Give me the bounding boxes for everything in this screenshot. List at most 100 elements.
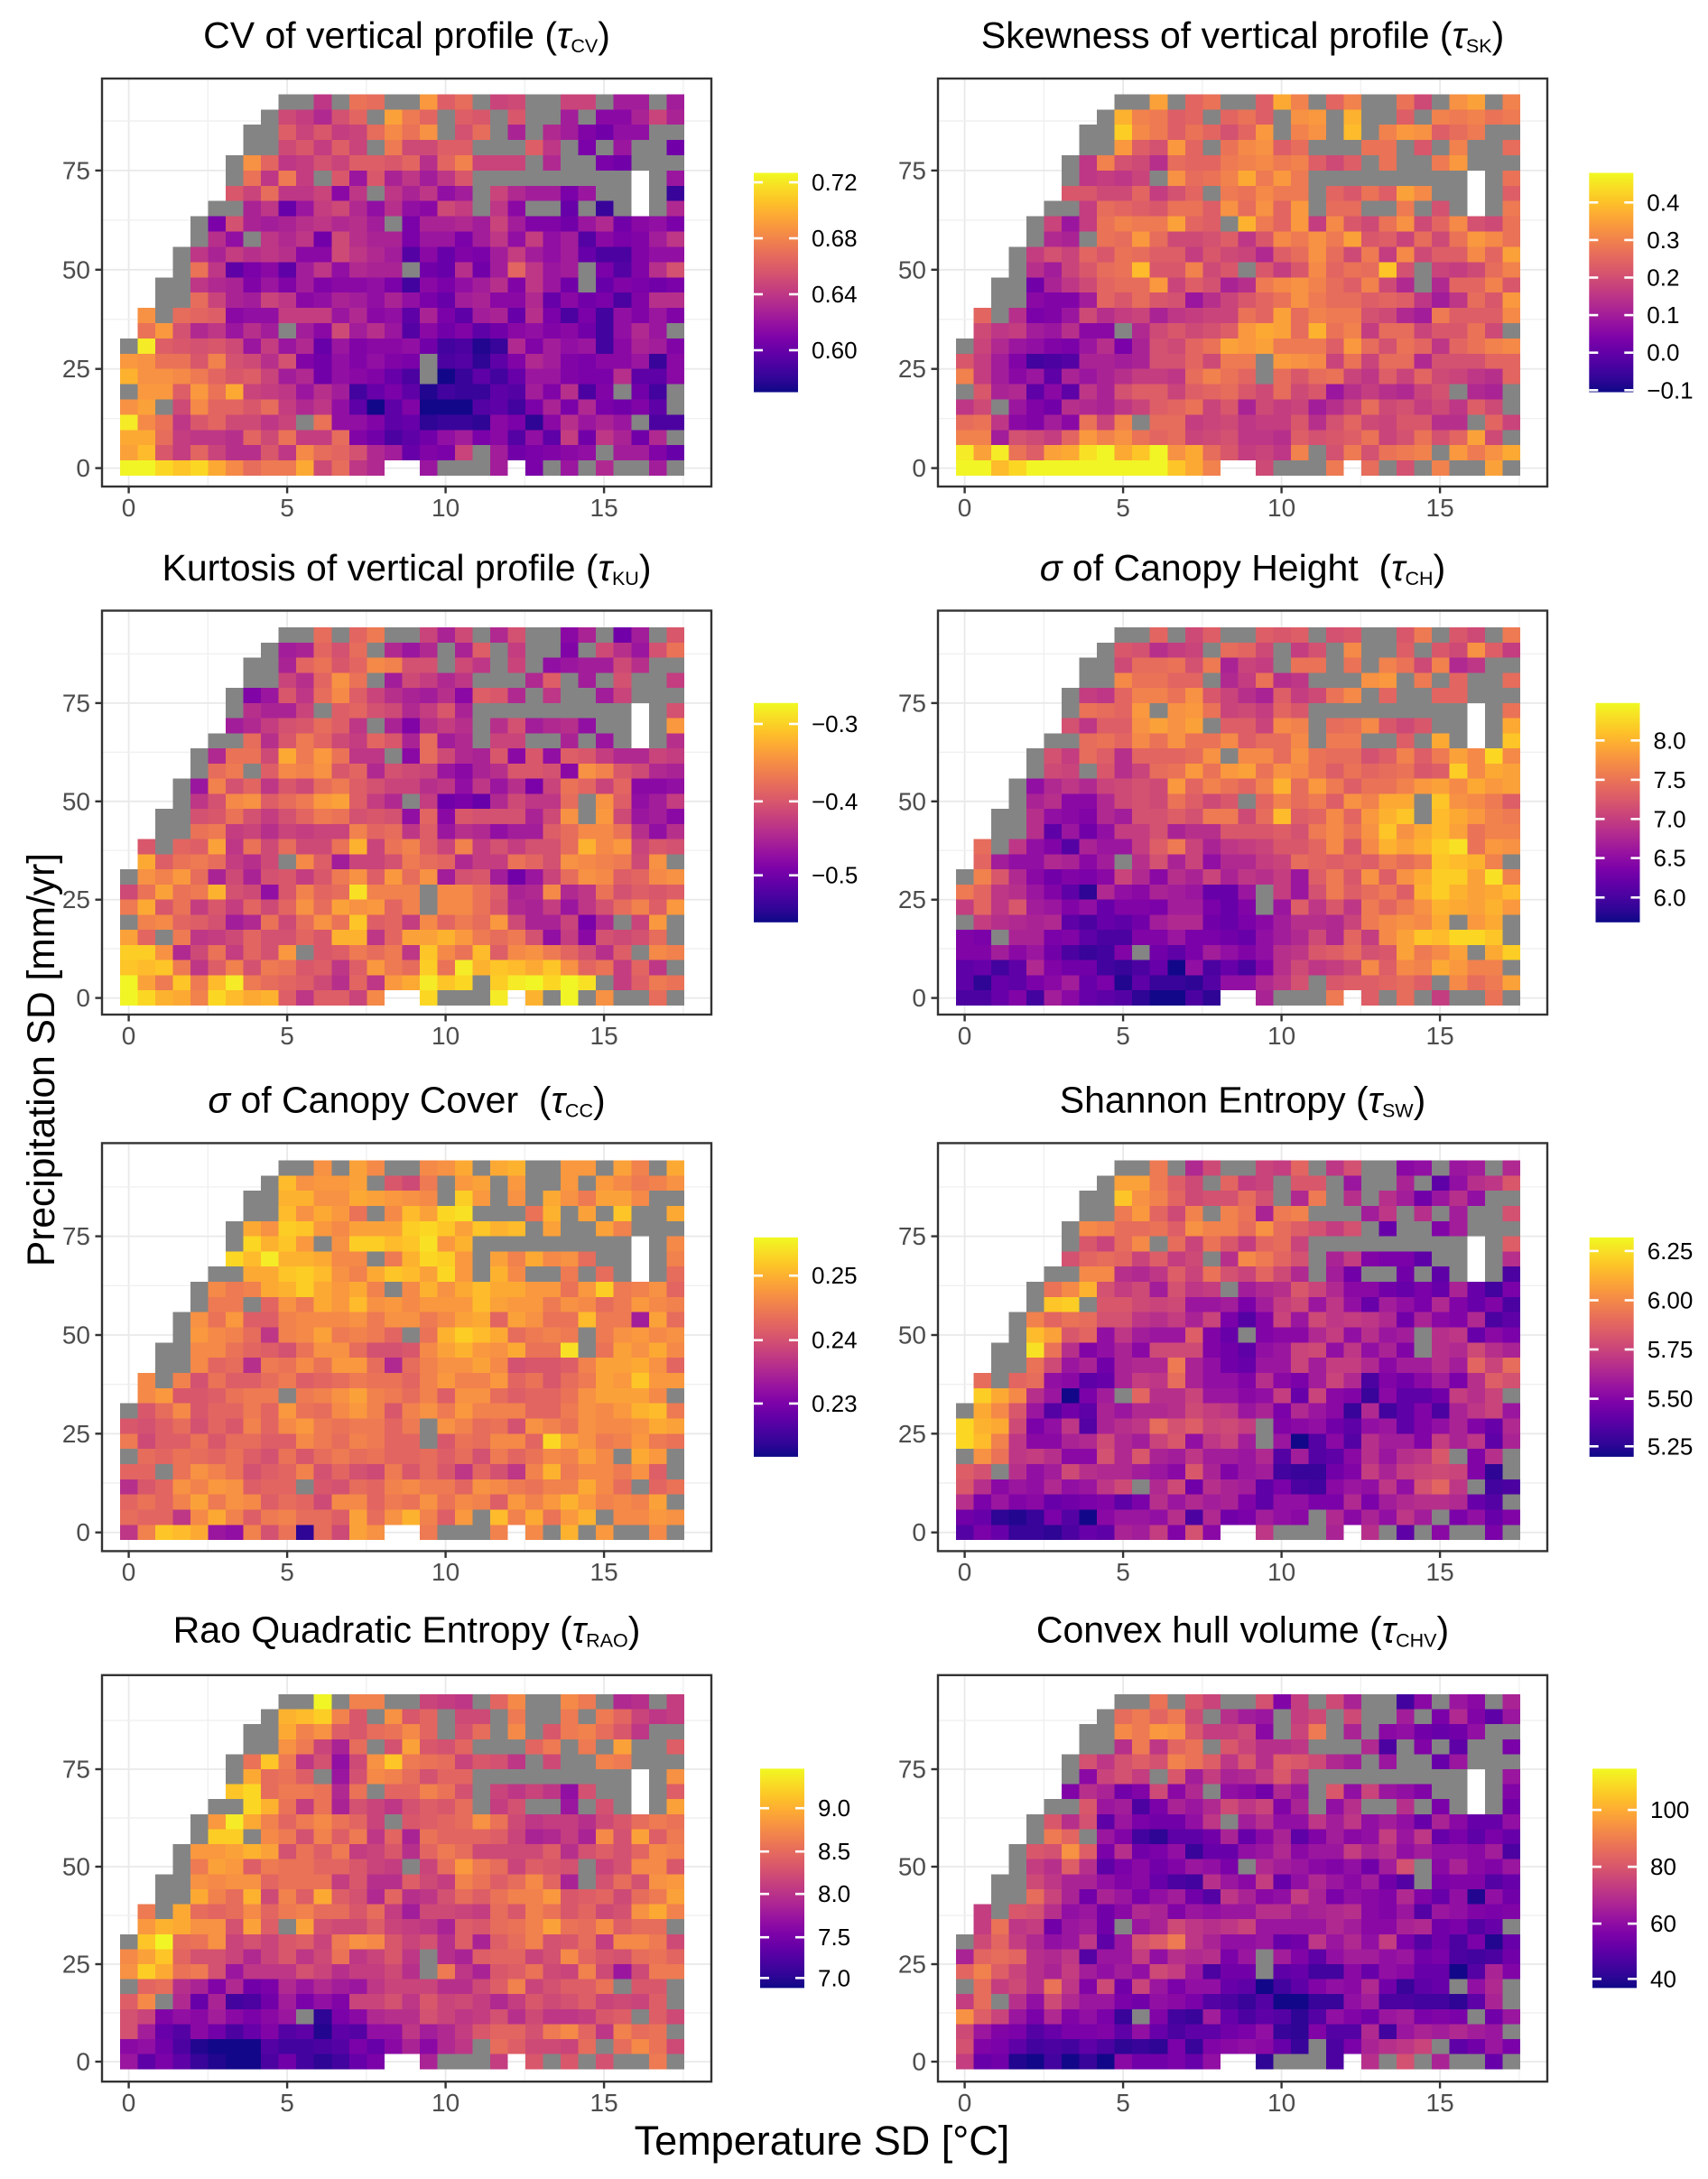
- svg-text:15: 15: [1426, 2089, 1454, 2117]
- svg-text:−0.5: −0.5: [812, 862, 858, 889]
- svg-text:0: 0: [958, 494, 972, 522]
- svg-text:15: 15: [1426, 1558, 1454, 1586]
- svg-text:5.25: 5.25: [1648, 1433, 1694, 1460]
- svg-text:0: 0: [76, 454, 90, 482]
- svg-text:0.25: 0.25: [812, 1262, 858, 1289]
- svg-text:5: 5: [280, 494, 294, 522]
- svg-text:10: 10: [432, 1558, 459, 1586]
- svg-text:75: 75: [898, 156, 926, 184]
- svg-text:5.50: 5.50: [1648, 1386, 1694, 1413]
- svg-text:15: 15: [590, 1022, 618, 1050]
- svg-text:10: 10: [432, 1022, 459, 1050]
- svg-text:50: 50: [62, 1853, 90, 1881]
- svg-text:0.60: 0.60: [812, 337, 858, 364]
- svg-text:0: 0: [122, 1558, 136, 1586]
- svg-text:15: 15: [1426, 494, 1454, 522]
- svg-text:50: 50: [898, 255, 926, 283]
- svg-text:0: 0: [76, 2048, 90, 2076]
- svg-text:10: 10: [432, 494, 459, 522]
- svg-text:−0.4: −0.4: [812, 788, 858, 815]
- svg-text:5: 5: [1116, 1022, 1130, 1050]
- svg-text:8.0: 8.0: [1654, 727, 1686, 754]
- svg-text:0.2: 0.2: [1647, 264, 1679, 292]
- svg-text:75: 75: [898, 689, 926, 717]
- svg-text:60: 60: [1650, 1910, 1676, 1937]
- svg-text:5: 5: [280, 1022, 294, 1050]
- svg-text:Temperature SD [°C]: Temperature SD [°C]: [635, 2118, 1010, 2164]
- svg-text:0.3: 0.3: [1647, 227, 1679, 254]
- svg-text:5: 5: [1116, 1558, 1130, 1586]
- svg-text:7.5: 7.5: [1654, 766, 1686, 793]
- svg-text:10: 10: [1267, 2089, 1295, 2117]
- svg-text:0.24: 0.24: [812, 1327, 858, 1354]
- svg-text:50: 50: [898, 1321, 926, 1349]
- svg-text:Convex hull volume (τCHV​): Convex hull volume (τCHV​): [1036, 1609, 1449, 1652]
- svg-text:75: 75: [898, 1222, 926, 1250]
- svg-text:25: 25: [62, 355, 90, 383]
- svg-text:σ of Canopy Cover (τCC​): σ of Canopy Cover (τCC​): [208, 1080, 605, 1122]
- svg-text:15: 15: [590, 494, 618, 522]
- svg-text:75: 75: [62, 1756, 90, 1784]
- svg-text:0: 0: [76, 984, 90, 1012]
- svg-text:7.5: 7.5: [818, 1924, 850, 1951]
- svg-text:0.23: 0.23: [812, 1390, 858, 1417]
- svg-text:6.5: 6.5: [1654, 845, 1686, 872]
- svg-text:50: 50: [898, 1853, 926, 1881]
- svg-text:7.0: 7.0: [1654, 805, 1686, 832]
- svg-text:25: 25: [898, 886, 926, 913]
- svg-text:Skewness of vertical profile (: Skewness of vertical profile (τSK​): [981, 14, 1505, 57]
- svg-text:75: 75: [62, 1222, 90, 1250]
- svg-text:0: 0: [912, 1518, 926, 1546]
- svg-text:40: 40: [1650, 1965, 1676, 1992]
- svg-text:10: 10: [1267, 1022, 1295, 1050]
- svg-text:−0.1: −0.1: [1647, 376, 1693, 403]
- svg-text:50: 50: [62, 1321, 90, 1349]
- svg-text:10: 10: [432, 2089, 459, 2117]
- svg-text:0: 0: [958, 2089, 972, 2117]
- svg-text:0: 0: [912, 984, 926, 1012]
- svg-text:Rao Quadratic Entropy (τRAO​): Rao Quadratic Entropy (τRAO​): [173, 1609, 641, 1652]
- svg-text:0: 0: [122, 1022, 136, 1050]
- svg-text:0.0: 0.0: [1647, 339, 1679, 366]
- svg-text:0: 0: [958, 1558, 972, 1586]
- svg-text:5: 5: [1116, 494, 1130, 522]
- svg-text:5: 5: [280, 2089, 294, 2117]
- svg-text:75: 75: [898, 1756, 926, 1784]
- svg-text:5: 5: [1116, 2089, 1130, 2117]
- svg-text:0: 0: [122, 494, 136, 522]
- svg-text:80: 80: [1650, 1853, 1676, 1880]
- svg-text:25: 25: [898, 1420, 926, 1448]
- svg-text:0.72: 0.72: [812, 169, 858, 196]
- svg-text:6.25: 6.25: [1648, 1238, 1694, 1265]
- svg-text:7.0: 7.0: [818, 1964, 850, 1991]
- svg-text:5: 5: [280, 1558, 294, 1586]
- svg-text:75: 75: [62, 689, 90, 717]
- svg-text:10: 10: [1267, 494, 1295, 522]
- svg-text:8.5: 8.5: [818, 1838, 850, 1865]
- svg-text:CV of vertical profile (τCV​): CV of vertical profile (τCV​): [203, 14, 610, 57]
- svg-text:0.4: 0.4: [1647, 189, 1679, 216]
- svg-text:Precipitation SD [mm/yr]: Precipitation SD [mm/yr]: [21, 853, 63, 1266]
- svg-text:σ of Canopy Height (τCH​): σ of Canopy Height (τCH​): [1040, 547, 1445, 589]
- svg-text:25: 25: [62, 886, 90, 913]
- svg-text:15: 15: [590, 2089, 618, 2117]
- svg-text:0: 0: [912, 2048, 926, 2076]
- svg-text:25: 25: [898, 355, 926, 383]
- svg-text:75: 75: [62, 156, 90, 184]
- svg-text:25: 25: [62, 1951, 90, 1979]
- svg-text:25: 25: [898, 1951, 926, 1979]
- svg-text:50: 50: [62, 255, 90, 283]
- svg-text:15: 15: [590, 1558, 618, 1586]
- svg-text:10: 10: [1267, 1558, 1295, 1586]
- svg-text:Shannon Entropy (τSW​): Shannon Entropy (τSW​): [1060, 1080, 1426, 1122]
- svg-text:8.0: 8.0: [818, 1880, 850, 1907]
- svg-text:0: 0: [122, 2089, 136, 2117]
- svg-text:50: 50: [898, 787, 926, 815]
- svg-text:0.64: 0.64: [812, 281, 858, 308]
- svg-text:6.0: 6.0: [1654, 884, 1686, 911]
- svg-text:15: 15: [1426, 1022, 1454, 1050]
- svg-text:0: 0: [958, 1022, 972, 1050]
- svg-text:0: 0: [76, 1518, 90, 1546]
- svg-text:5.75: 5.75: [1648, 1336, 1694, 1363]
- svg-text:9.0: 9.0: [818, 1794, 850, 1822]
